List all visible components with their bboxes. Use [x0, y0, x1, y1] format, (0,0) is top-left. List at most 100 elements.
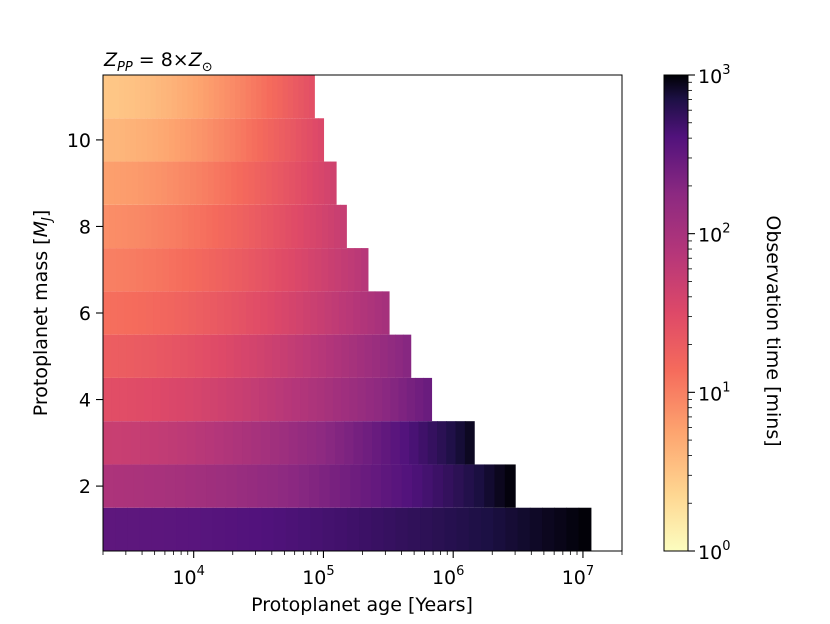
heatmap-cell-mass-6-seg-16	[217, 291, 226, 335]
heatmap-cell-mass-3-seg-24	[325, 421, 336, 465]
heatmap-cell-mass-3-seg-1	[112, 421, 123, 465]
heatmap-cell-mass-6-seg-1	[110, 291, 118, 335]
heatmap-cell-mass-3-seg-23	[316, 421, 327, 465]
heatmap-cell-mass-2-seg-12	[226, 464, 238, 508]
heatmap-cell-mass-7-seg-18	[222, 248, 230, 292]
heatmap-cell-mass-6-seg-34	[346, 291, 354, 335]
heatmap-cell-mass-3-seg-26	[344, 421, 355, 465]
heatmap-cell-mass-8-seg-32	[297, 204, 305, 249]
heatmap-cell-mass-2-seg-20	[309, 464, 320, 508]
heatmap-cell-mass-2-seg-27	[381, 464, 393, 508]
heatmap-cell-mass-1-seg-37	[554, 507, 568, 551]
heatmap-cell-mass-2-seg-23	[339, 464, 351, 508]
heatmap-cell-mass-3-seg-18	[270, 421, 280, 465]
heatmap-cell-mass-10-seg-32	[279, 118, 286, 162]
heatmap-cell-mass-1-seg-29	[456, 507, 470, 551]
heatmap-cell-mass-8-seg-0	[103, 204, 110, 249]
heatmap-cell-mass-4-seg-25	[308, 377, 318, 422]
heatmap-cell-mass-5-seg-14	[210, 334, 219, 378]
heatmap-cell-mass-4-seg-32	[365, 377, 375, 422]
heatmap-cell-mass-10-seg-19	[207, 118, 214, 162]
heatmap-cell-mass-5-seg-22	[272, 334, 281, 378]
heatmap-cell-mass-7-seg-13	[189, 248, 197, 292]
heatmap-cell-mass-9-seg-33	[295, 161, 302, 205]
heatmap-cell-mass-10-seg-27	[251, 118, 258, 162]
heatmap-cell-mass-11-seg-24	[229, 75, 236, 119]
heatmap-cell-mass-11-seg-37	[298, 75, 305, 119]
heatmap-cell-mass-1-seg-0	[103, 507, 116, 551]
heatmap-cell-mass-5-seg-17	[233, 334, 243, 378]
heatmap-cell-mass-11-seg-4	[124, 75, 131, 119]
heatmap-cell-mass-2-seg-4	[144, 464, 156, 508]
heatmap-cell-mass-10-seg-31	[273, 118, 280, 162]
heatmap-cell-mass-6-seg-39	[381, 291, 390, 335]
heatmap-cell-mass-5-seg-19	[249, 334, 258, 378]
heatmap-cell-mass-1-seg-31	[481, 507, 494, 551]
heatmap-cell-mass-2-seg-26	[370, 464, 382, 508]
heatmap-cell-mass-8-seg-10	[163, 204, 171, 249]
heatmap-cell-mass-3-seg-13	[223, 421, 234, 465]
heatmap-cell-mass-1-seg-18	[322, 507, 336, 551]
heatmap-cell-mass-7-seg-10	[169, 248, 177, 292]
heatmap-cell-mass-6-seg-2	[117, 291, 126, 335]
heatmap-cell-mass-6-seg-33	[338, 291, 347, 335]
heatmap-cell-mass-10-seg-38	[312, 118, 319, 162]
heatmap-cell-mass-9-seg-1	[108, 161, 116, 205]
heatmap-cell-mass-3-seg-21	[297, 421, 308, 465]
heatmap-cell-mass-3-seg-25	[334, 421, 345, 465]
heatmap-cell-mass-8-seg-17	[206, 204, 214, 249]
heatmap-cell-mass-2-seg-0	[103, 464, 114, 508]
heatmap-cell-mass-5-seg-26	[302, 334, 312, 378]
heatmap-cell-mass-4-seg-7	[160, 377, 170, 422]
heatmap-cell-mass-5-seg-38	[395, 334, 404, 378]
heatmap-cell-mass-5-seg-21	[264, 334, 273, 378]
heatmap-cell-mass-3-seg-39	[464, 421, 475, 465]
heatmap-cell-mass-9-seg-16	[196, 161, 203, 205]
heatmap-cell-mass-3-seg-12	[214, 421, 225, 465]
heatmap-cell-mass-7-seg-7	[149, 248, 157, 292]
heatmap-cell-mass-9-seg-28	[266, 161, 273, 205]
heatmap-cell-mass-9-seg-21	[225, 161, 232, 205]
heatmap-cell-mass-9-seg-34	[301, 161, 308, 205]
heatmap-cell-mass-7-seg-22	[248, 248, 256, 292]
y-axis-label: Protoplanet mass [MJ]	[30, 210, 55, 417]
heatmap-cell-mass-6-seg-24	[274, 291, 283, 335]
heatmap-cell-mass-2-seg-22	[329, 464, 341, 508]
heatmap-cell-mass-4-seg-9	[176, 377, 186, 422]
heatmap-cell-mass-9-seg-10	[161, 161, 168, 205]
heatmap-cell-mass-10-seg-8	[147, 118, 154, 162]
heatmap-cell-mass-7-seg-32	[314, 248, 323, 292]
heatmap-cell-mass-7-seg-36	[341, 248, 349, 292]
heatmap-cell-mass-8-seg-37	[328, 204, 335, 249]
heatmap-cell-mass-9-seg-27	[260, 161, 267, 205]
heatmap-cell-mass-6-seg-7	[153, 291, 161, 335]
heatmap-cell-mass-5-seg-34	[364, 334, 373, 378]
heatmap-cell-mass-5-seg-20	[256, 334, 266, 378]
heatmap-cell-mass-1-seg-22	[371, 507, 385, 551]
heatmap-cell-mass-4-seg-26	[316, 377, 326, 422]
heatmap-cell-mass-5-seg-36	[379, 334, 389, 378]
heatmap-cell-mass-7-seg-3	[122, 248, 131, 292]
heatmap-cell-mass-4-seg-15	[226, 377, 235, 422]
heatmap-cell-mass-5-seg-12	[195, 334, 204, 378]
heatmap-cell-mass-1-seg-6	[176, 507, 189, 551]
heatmap-cell-mass-9-seg-32	[289, 161, 296, 205]
heatmap-cell-mass-1-seg-10	[224, 507, 238, 551]
heatmap-cell-mass-4-seg-36	[398, 377, 408, 422]
heatmap-cell-mass-5-seg-8	[164, 334, 173, 378]
heatmap-cell-mass-4-seg-38	[415, 377, 424, 422]
heatmap-cell-mass-9-seg-18	[207, 161, 215, 205]
heatmap-cell-mass-2-seg-24	[350, 464, 362, 508]
heatmap-cell-mass-7-seg-2	[116, 248, 124, 292]
heatmap-cell-mass-3-seg-9	[186, 421, 197, 465]
heatmap-cell-mass-10-seg-20	[213, 118, 220, 162]
heatmap-cell-mass-10-seg-36	[301, 118, 308, 162]
heatmap-cell-mass-2-seg-38	[494, 464, 506, 508]
heatmap-cell-mass-7-seg-9	[162, 248, 170, 292]
heatmap-cell-mass-8-seg-36	[321, 204, 329, 249]
heatmap-cell-mass-9-seg-24	[242, 161, 250, 205]
heatmap-cell-mass-10-seg-23	[229, 118, 236, 162]
heatmap-cell-mass-4-seg-39	[423, 377, 433, 422]
heatmap-cell-mass-10-seg-12	[169, 118, 176, 162]
heatmap-cell-mass-6-seg-25	[281, 291, 290, 335]
